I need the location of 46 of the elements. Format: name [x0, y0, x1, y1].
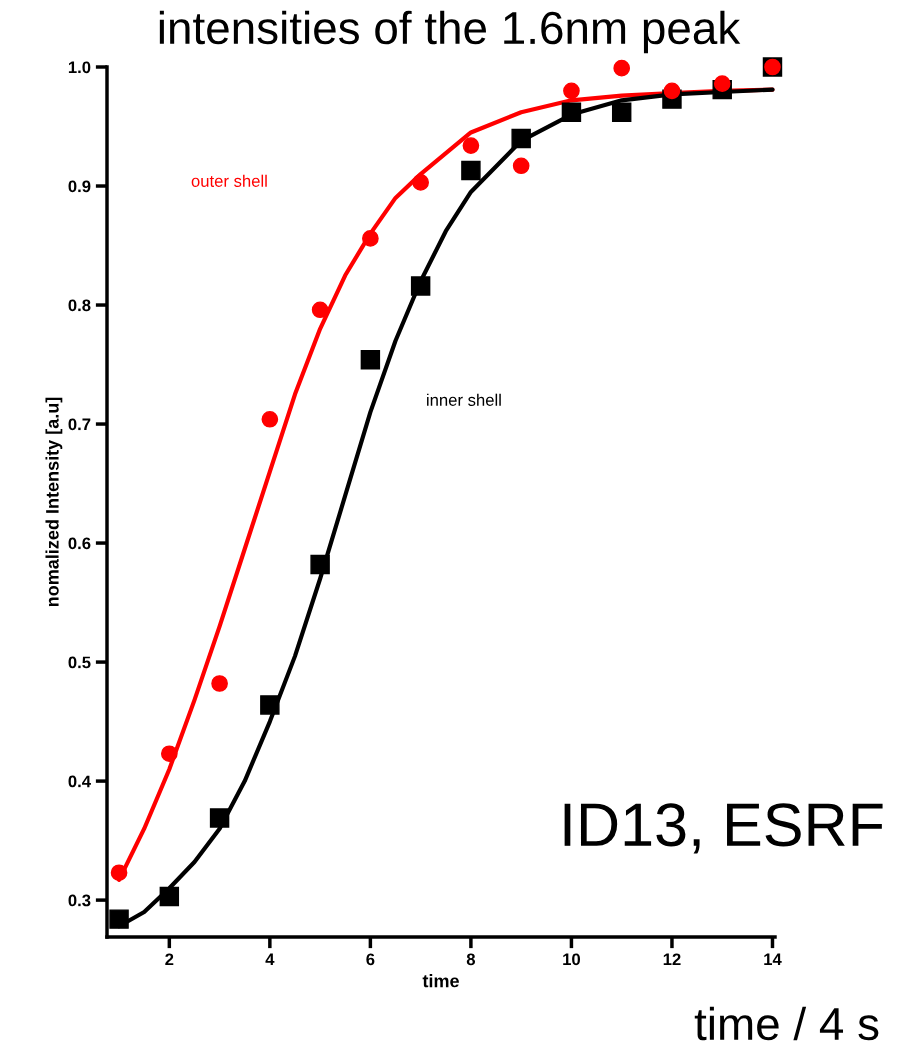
x-tick-label: 6 — [366, 953, 375, 966]
point — [159, 886, 180, 907]
point — [462, 137, 480, 154]
point — [362, 230, 379, 247]
y-tick-label: 0.5 — [68, 656, 91, 669]
point — [410, 276, 431, 296]
x-tick-label: 2 — [165, 953, 174, 966]
point — [109, 909, 129, 929]
text: inner shell — [427, 393, 501, 406]
y-tick-label: 0.4 — [68, 775, 91, 788]
x-axis-title: time — [422, 974, 459, 988]
point — [412, 174, 429, 191]
y-tick-label: 0.9 — [68, 180, 91, 193]
x-tick-label: 14 — [764, 953, 782, 966]
point — [713, 75, 731, 92]
point — [310, 554, 330, 575]
point — [311, 301, 329, 319]
y-tick-label: 0.3 — [68, 894, 91, 907]
y-tick-label: 0.7 — [68, 418, 91, 431]
point — [663, 82, 681, 100]
annotation: ID13, ESRF — [564, 803, 883, 854]
point — [110, 864, 128, 882]
text: outer shell — [191, 174, 267, 187]
text: time / 4 s — [694, 1006, 879, 1041]
y-tick-label: 1.0 — [68, 61, 91, 74]
x-tick-label: 10 — [563, 953, 581, 966]
x-tick-label: 12 — [663, 953, 681, 966]
point — [511, 128, 531, 149]
y-tick-label: 0.8 — [68, 299, 91, 312]
y-axis-title: nomalized Intensity [a.u] — [45, 397, 63, 607]
point — [512, 157, 530, 175]
x-tick-label: 4 — [265, 953, 275, 966]
point — [209, 808, 230, 828]
point — [561, 102, 582, 122]
point — [611, 102, 632, 122]
point — [613, 59, 631, 77]
point — [261, 410, 279, 428]
point — [160, 745, 178, 763]
x-tick-label: 8 — [466, 953, 476, 966]
y-tick-label: 0.6 — [68, 537, 91, 550]
point — [360, 350, 381, 370]
point — [563, 82, 580, 100]
point — [461, 160, 481, 181]
chart-title: intensities of the 1.6nm peak — [159, 10, 741, 54]
point — [211, 675, 228, 692]
point — [260, 695, 280, 715]
